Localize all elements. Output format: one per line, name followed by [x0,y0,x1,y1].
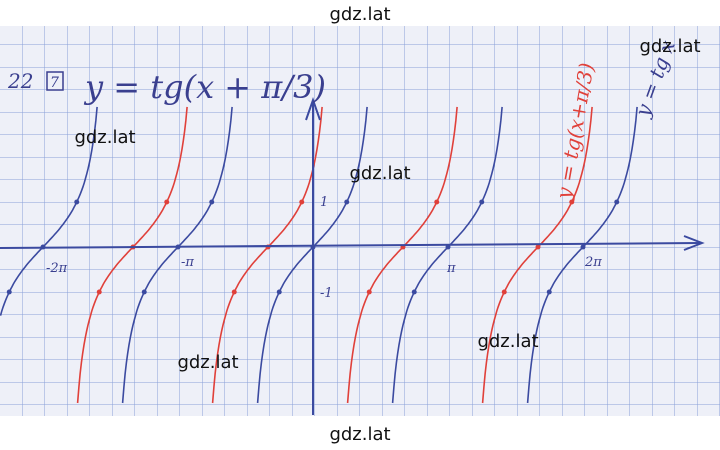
point [74,199,80,205]
y-arrow [305,96,321,121]
x-axis [0,242,701,249]
point [535,244,541,250]
exercise-label: 7 [50,75,59,91]
x-arrow [683,235,705,251]
point [366,289,372,295]
point [614,199,620,205]
blue-branch [0,106,98,316]
watermark: gdz.lat [477,331,538,352]
y-label: 1 [320,195,328,210]
point [164,199,170,205]
point [209,199,215,205]
point [344,199,350,205]
watermark: gdz.lat [639,36,700,57]
y-label: -1 [320,286,333,301]
x-label: -2π [46,261,68,276]
point [411,289,417,295]
x-label: -π [181,255,194,270]
exercise-box [46,71,64,91]
watermark: gdz.lat [329,4,390,25]
point [580,244,586,250]
point [546,289,552,295]
exercise-title: y = tg(x + π/3) [83,68,326,106]
point [299,199,305,205]
watermark: gdz.lat [329,424,390,445]
point [231,289,237,295]
point [434,199,440,205]
point [276,289,282,295]
x-label: 2π [584,255,602,270]
exercise-number: 22 [7,69,33,93]
point [141,289,147,295]
grid [0,26,720,416]
point [6,289,12,295]
watermark: gdz.lat [74,127,135,148]
point [569,199,575,205]
point [96,289,102,295]
x-label: π [446,261,456,276]
point [479,199,485,205]
watermark: gdz.lat [177,352,238,373]
point [501,289,507,295]
watermark: gdz.lat [349,163,410,184]
